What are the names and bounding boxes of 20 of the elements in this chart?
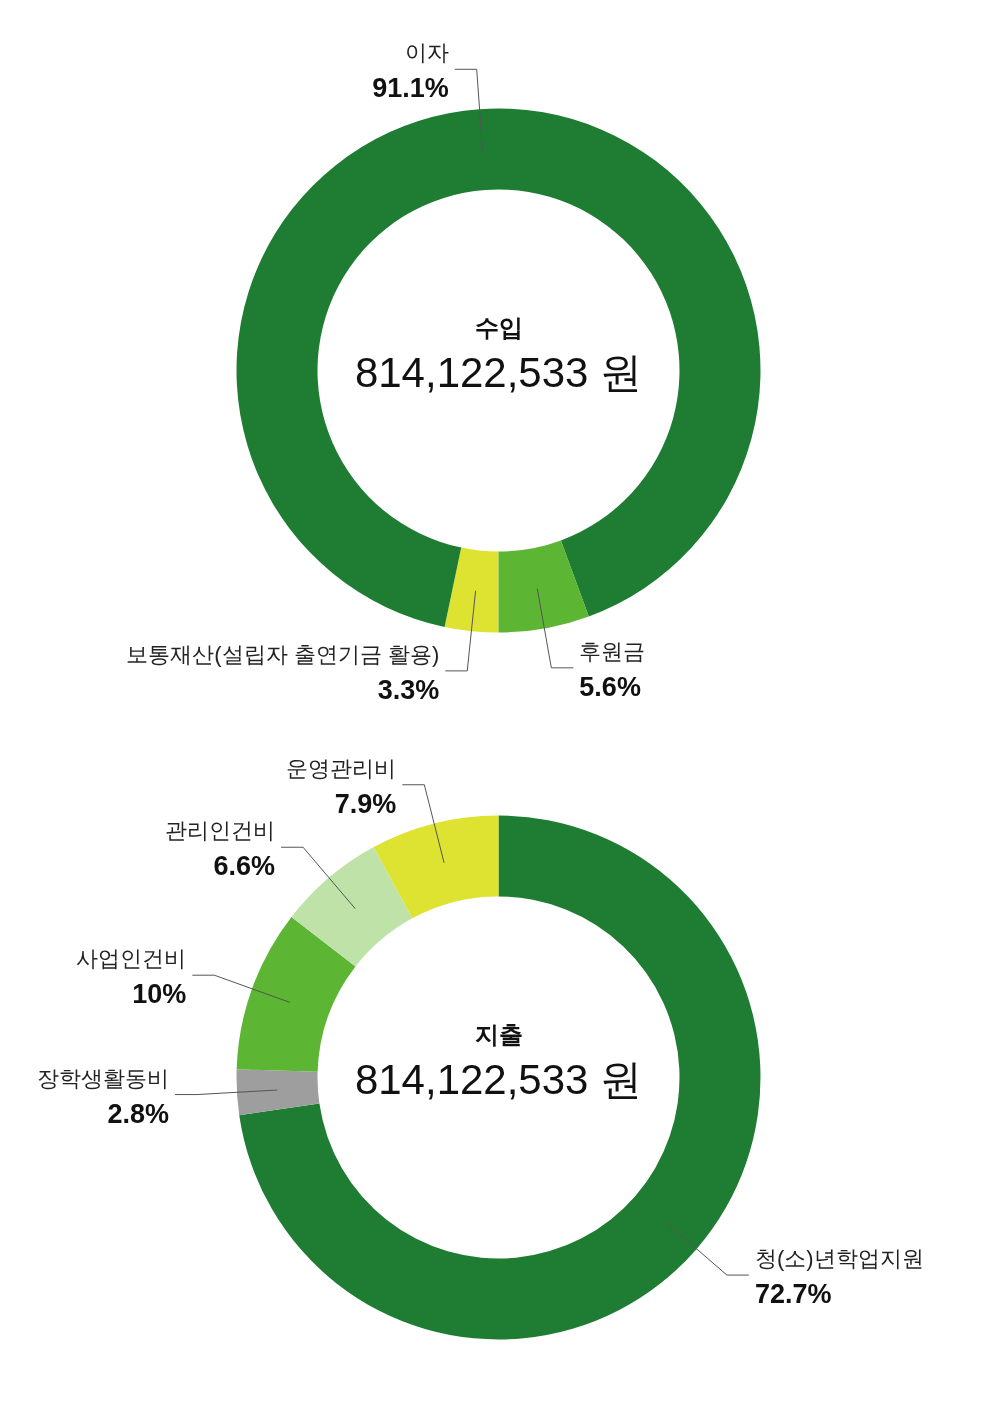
data-label: 3.3% <box>377 674 440 705</box>
slice-label: 청(소)년학업지원 <box>754 1246 924 1272</box>
slice-label: 후원금 <box>579 638 646 664</box>
data-label: 72.7% <box>754 1279 832 1310</box>
text: 814,122,533 원 <box>354 1055 643 1103</box>
data-label: 91.1% <box>372 73 449 104</box>
slice-label: 관리인건비 <box>165 818 276 844</box>
data-label: 7.9% <box>334 788 397 819</box>
slice-label: 운영관리비 <box>286 755 397 781</box>
slice-label: 사업인건비 <box>76 946 187 972</box>
text: 지출 <box>474 1020 523 1048</box>
slice-label: 이자 <box>404 40 449 66</box>
data-label: 2.8% <box>107 1098 169 1129</box>
data-label: 10% <box>132 979 187 1010</box>
data-label: 5.6% <box>579 671 641 702</box>
data-label: 6.6% <box>213 851 276 882</box>
text: 814,122,533 원 <box>354 348 643 396</box>
slice-label: 장학생활동비 <box>36 1065 169 1091</box>
slice-label: 보통재산(설립자 출연기금 활용) <box>126 641 440 667</box>
text: 수입 <box>474 313 523 341</box>
